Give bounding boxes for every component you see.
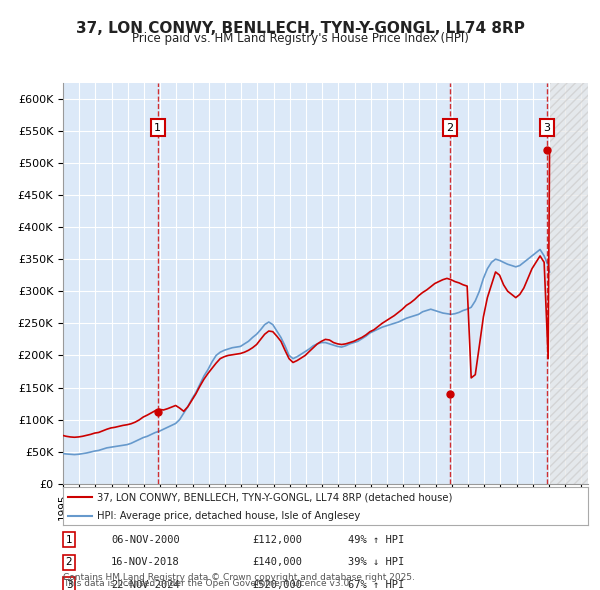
Text: Contains HM Land Registry data © Crown copyright and database right 2025.: Contains HM Land Registry data © Crown c… [63, 573, 415, 582]
Text: 3: 3 [65, 580, 73, 589]
Bar [550, 83, 588, 484]
Text: HPI: Average price, detached house, Isle of Anglesey: HPI: Average price, detached house, Isle… [97, 510, 361, 520]
Text: 06-NOV-2000: 06-NOV-2000 [111, 535, 180, 545]
Text: 1: 1 [65, 535, 73, 545]
Text: 22-NOV-2024: 22-NOV-2024 [111, 580, 180, 589]
Text: 16-NOV-2018: 16-NOV-2018 [111, 558, 180, 567]
Text: 37, LON CONWY, BENLLECH, TYN-Y-GONGL, LL74 8RP (detached house): 37, LON CONWY, BENLLECH, TYN-Y-GONGL, LL… [97, 493, 452, 503]
Text: 39% ↓ HPI: 39% ↓ HPI [348, 558, 404, 567]
Text: 49% ↑ HPI: 49% ↑ HPI [348, 535, 404, 545]
Text: 1: 1 [154, 123, 161, 133]
Text: £112,000: £112,000 [252, 535, 302, 545]
Text: 3: 3 [544, 123, 551, 133]
Text: 2: 2 [65, 558, 73, 567]
Text: 37, LON CONWY, BENLLECH, TYN-Y-GONGL, LL74 8RP: 37, LON CONWY, BENLLECH, TYN-Y-GONGL, LL… [76, 21, 524, 35]
Text: 2: 2 [446, 123, 453, 133]
Text: 67% ↑ HPI: 67% ↑ HPI [348, 580, 404, 589]
Text: £140,000: £140,000 [252, 558, 302, 567]
Text: Price paid vs. HM Land Registry's House Price Index (HPI): Price paid vs. HM Land Registry's House … [131, 32, 469, 45]
Text: £520,000: £520,000 [252, 580, 302, 589]
Text: This data is licensed under the Open Government Licence v3.0.: This data is licensed under the Open Gov… [63, 579, 352, 588]
